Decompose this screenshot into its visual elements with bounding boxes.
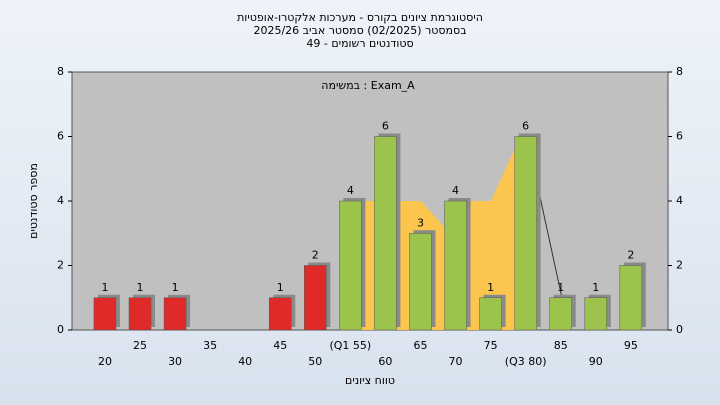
bar bbox=[93, 297, 117, 331]
x-tick-label: 60 bbox=[378, 355, 392, 368]
x-tick-label: 65 bbox=[413, 339, 427, 352]
value-label: 1 bbox=[487, 281, 494, 294]
x-tick-label: (Q3 80) bbox=[505, 355, 547, 368]
bar bbox=[374, 136, 397, 331]
y2-tick-label: 6 bbox=[676, 130, 683, 143]
y2-tick-label: 2 bbox=[676, 259, 683, 272]
value-label: 3 bbox=[417, 216, 424, 229]
y-tick-label: 4 bbox=[57, 194, 64, 207]
bar bbox=[268, 297, 292, 331]
value-label: 1 bbox=[137, 281, 144, 294]
y-axis-label: מספר סטודנטים bbox=[27, 163, 40, 239]
bar bbox=[549, 297, 572, 331]
bar bbox=[444, 200, 467, 331]
bar bbox=[339, 200, 362, 331]
x-tick-label: 85 bbox=[554, 339, 568, 352]
bar bbox=[584, 297, 608, 331]
value-label: 1 bbox=[592, 281, 599, 294]
y-tick-label: 6 bbox=[57, 130, 64, 143]
bar bbox=[409, 233, 432, 331]
chart-subtitle: בסמסטר (02/2025) סמסטר אביב 2025/26 bbox=[253, 24, 466, 37]
y2-tick-label: 4 bbox=[676, 194, 683, 207]
y2-tick-label: 8 bbox=[676, 65, 683, 78]
value-label: 1 bbox=[557, 281, 564, 294]
x-tick-label: 25 bbox=[133, 339, 147, 352]
y2-tick-label: 0 bbox=[676, 323, 683, 336]
bar bbox=[163, 297, 187, 331]
value-label: 2 bbox=[312, 249, 319, 262]
x-axis-label: טווח ציונים bbox=[345, 374, 395, 387]
x-tick-label: 40 bbox=[238, 355, 252, 368]
chart-subtitle: סטודנטים רשומים - 49 bbox=[306, 37, 413, 50]
value-label: 6 bbox=[522, 120, 529, 133]
y-tick-label: 2 bbox=[57, 259, 64, 272]
x-tick-label: 50 bbox=[308, 355, 322, 368]
x-tick-label: (Q1 55) bbox=[329, 339, 371, 352]
value-label: 2 bbox=[627, 249, 634, 262]
value-label: 4 bbox=[452, 184, 459, 197]
value-label: 1 bbox=[277, 281, 284, 294]
x-tick-label: 70 bbox=[449, 355, 463, 368]
value-label: 4 bbox=[347, 184, 354, 197]
bar bbox=[514, 136, 537, 331]
x-tick-label: 30 bbox=[168, 355, 182, 368]
x-tick-label: 95 bbox=[624, 339, 638, 352]
bar bbox=[128, 297, 152, 331]
x-tick-label: 20 bbox=[98, 355, 112, 368]
value-label: 1 bbox=[101, 281, 108, 294]
value-label: 1 bbox=[172, 281, 179, 294]
y-tick-label: 0 bbox=[57, 323, 64, 336]
x-tick-label: 90 bbox=[589, 355, 603, 368]
bar bbox=[479, 297, 502, 331]
y-tick-label: 8 bbox=[57, 65, 64, 78]
x-tick-label: 75 bbox=[484, 339, 498, 352]
chart-title: היסטוגרמת ציונים בקורס - מערכות אלקטרו-א… bbox=[237, 11, 483, 24]
bar bbox=[304, 265, 327, 331]
bar bbox=[619, 265, 643, 331]
x-tick-label: 35 bbox=[203, 339, 217, 352]
annotation: במשימה : Exam_A bbox=[321, 79, 415, 92]
value-label: 6 bbox=[382, 120, 389, 133]
x-tick-label: 45 bbox=[273, 339, 287, 352]
